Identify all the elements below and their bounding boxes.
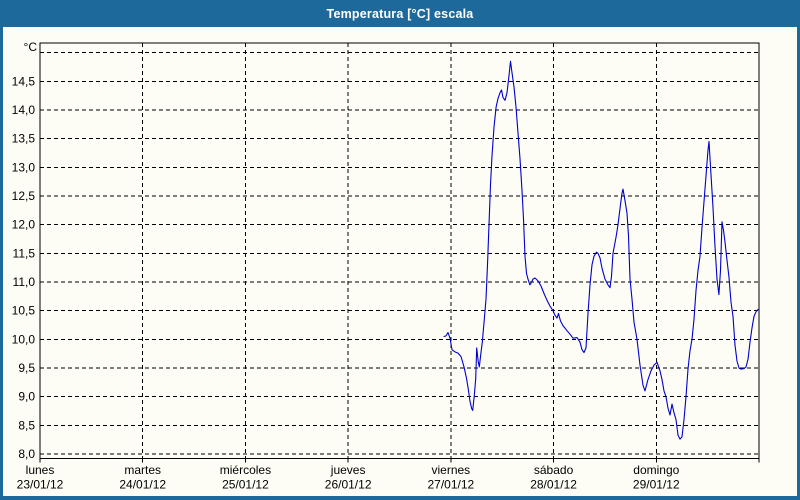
y-tick-label: 12,0 <box>12 218 36 232</box>
y-tick-label: 13,5 <box>12 132 36 146</box>
chart-title: Temperatura [°C] escala <box>326 6 474 21</box>
y-tick-label: 14,5 <box>12 74 36 88</box>
temperature-line-chart[interactable]: 8,0 8,5 9,0 9,5 10,0 10,5 11,0 11,5 12,0 12,5 13,0… <box>3 27 797 496</box>
x-tick-day-label: miércoles <box>220 463 271 477</box>
x-tick-date-label: 28/01/12 <box>530 478 577 492</box>
y-tick-label: 8,5 <box>18 418 35 432</box>
x-tick-date-label: 26/01/12 <box>325 478 372 492</box>
x-tick-day-label: jueves <box>330 463 366 477</box>
y-tick-label: 10,5 <box>12 304 36 318</box>
y-tick-label: 9,0 <box>18 390 35 404</box>
y-tick-label: 11,0 <box>13 275 36 289</box>
y-tick-label: 10,0 <box>12 332 36 346</box>
x-tick-date-label: 27/01/12 <box>427 478 474 492</box>
x-tick-date-label: 29/01/12 <box>633 478 680 492</box>
chart-title-bar: Temperatura [°C] escala <box>0 0 800 27</box>
chart-canvas[interactable]: 8,0 8,5 9,0 9,5 10,0 10,5 11,0 11,5 12,0 12,5 13,0… <box>3 27 797 496</box>
temperature-series-line <box>443 60 759 440</box>
y-tick-label: 14,0 <box>12 103 36 117</box>
y-tick-label: 8,0 <box>18 447 35 461</box>
x-tick-date-label: 23/01/12 <box>17 478 64 492</box>
x-tick-day-label: domingo <box>633 463 679 477</box>
y-tick-label: 9,5 <box>18 361 35 375</box>
y-axis-unit-label: °C <box>24 40 38 54</box>
plot-border <box>39 42 760 459</box>
x-tick-day-label: viernes <box>432 463 471 477</box>
x-tick-date-label: 25/01/12 <box>222 478 269 492</box>
x-tick-day-label: lunes <box>26 463 55 477</box>
x-tick-day-label: martes <box>124 463 161 477</box>
y-tick-label: 12,5 <box>12 189 36 203</box>
x-tick-day-label: sábado <box>534 463 574 477</box>
x-tick-date-label: 24/01/12 <box>119 478 166 492</box>
y-tick-label: 11,5 <box>13 246 36 260</box>
y-tick-label: 13,0 <box>12 160 36 174</box>
